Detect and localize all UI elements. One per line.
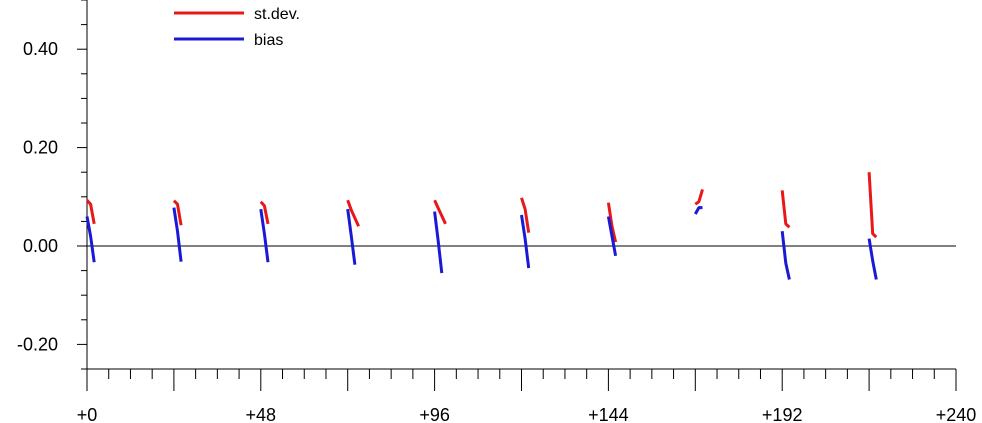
series-line-segment <box>172 199 183 226</box>
series-line-segment <box>867 238 878 280</box>
y-tick-label: 0.20 <box>23 138 58 158</box>
axes: -0.20 0.00 0.20 0.40 +0 +48 +96 +144 +192 +240 <box>17 0 976 423</box>
series-line-segment <box>520 214 531 269</box>
legend: st.dev. bias <box>174 6 300 49</box>
series-line-segment <box>780 190 791 229</box>
series-layer <box>85 172 878 280</box>
series-line-segment <box>780 231 791 280</box>
series-line-segment <box>85 199 96 225</box>
y-tick-label: 0.40 <box>23 39 58 59</box>
x-tick-label: +144 <box>588 405 629 423</box>
legend-label: bias <box>254 32 283 49</box>
x-tick-label: +0 <box>77 405 98 423</box>
series-line-segment <box>433 211 444 274</box>
series-line-segment <box>346 208 357 265</box>
series-line-segment <box>606 216 618 257</box>
x-tick-label: +96 <box>419 405 450 423</box>
series-line-segment <box>85 216 96 263</box>
series-line-segment <box>867 172 878 239</box>
series-line-segment <box>433 199 447 225</box>
y-tick-label: -0.20 <box>17 334 58 354</box>
series-line-segment <box>606 202 618 243</box>
legend-label: st.dev. <box>254 6 300 23</box>
series-line-segment <box>259 208 270 263</box>
x-tick-label: +240 <box>936 405 977 423</box>
series-line-segment <box>259 200 270 225</box>
x-tick-label: +48 <box>246 405 277 423</box>
series-line-segment <box>694 188 704 206</box>
series-line-segment <box>346 199 360 227</box>
series-line-segment <box>520 197 531 233</box>
x-tick-label: +192 <box>762 405 803 423</box>
series-bias <box>85 206 878 280</box>
series-line-segment <box>172 207 183 262</box>
y-tick-label: 0.00 <box>23 236 58 256</box>
series-line-segment <box>693 206 703 215</box>
series-st-dev <box>85 172 878 243</box>
